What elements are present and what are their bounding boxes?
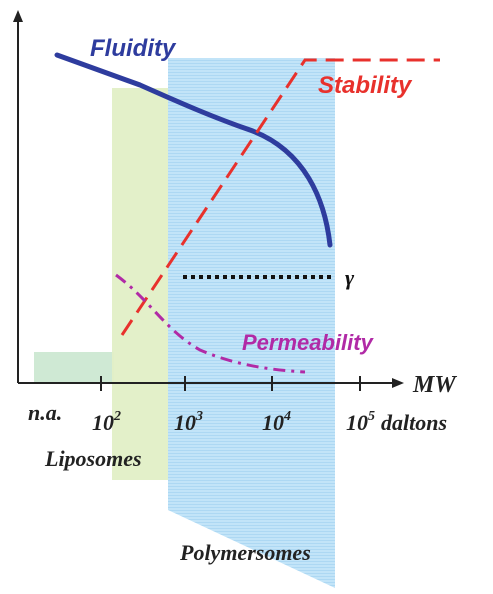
mw-axis-label: MW xyxy=(412,372,457,398)
tick-label-1e3: 103 xyxy=(174,409,203,435)
tick-label-1e2: 102 xyxy=(92,409,121,435)
stability-label: Stability xyxy=(318,72,413,99)
tick-label-1e5-daltons: 105 daltons xyxy=(346,409,447,435)
tick-label-na: n.a. xyxy=(28,400,62,425)
fluidity-label: Fluidity xyxy=(90,35,177,62)
permeability-curve xyxy=(115,273,306,374)
permeability-label: Permeability xyxy=(242,330,375,355)
gamma-label: γ xyxy=(345,265,355,290)
stability-curve xyxy=(120,58,440,336)
polymersomes-region xyxy=(168,58,335,588)
liposomes-region xyxy=(112,88,168,480)
x-axis-arrow xyxy=(392,378,404,388)
polymersomes-label: Polymersomes xyxy=(179,540,311,565)
tick-label-1e4: 104 xyxy=(262,409,291,435)
liposomes-label: Liposomes xyxy=(44,446,142,471)
y-axis-arrow xyxy=(13,10,23,22)
fluidity-curve xyxy=(54,52,333,248)
